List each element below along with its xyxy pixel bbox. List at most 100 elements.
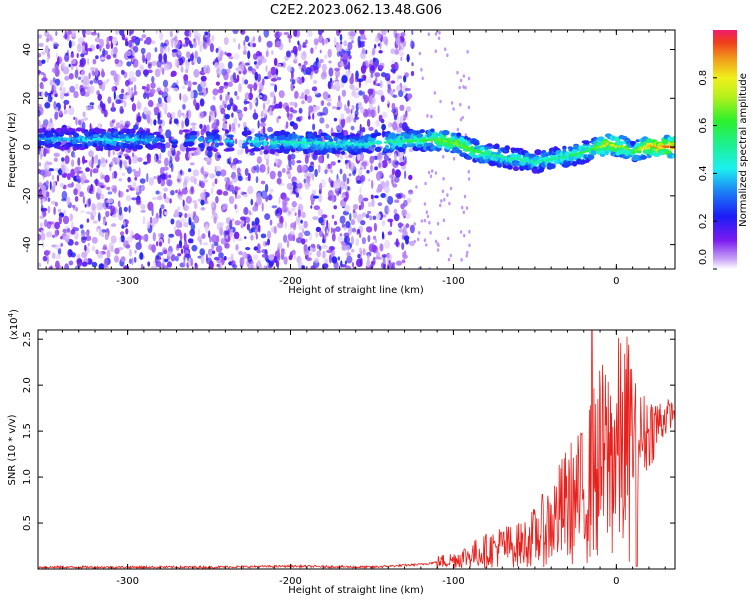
noise-blob <box>446 193 449 197</box>
noise-blob <box>289 153 296 160</box>
ridge-blob <box>254 133 262 138</box>
noise-blob <box>362 248 366 256</box>
noise-blob <box>295 187 301 193</box>
noise-blob <box>165 129 172 139</box>
noise-blob <box>98 263 105 269</box>
noise-blob <box>157 195 163 201</box>
noise-blob <box>60 242 63 247</box>
noise-blob <box>123 160 127 168</box>
noise-blob <box>308 115 311 120</box>
noise-blob <box>168 174 172 179</box>
ridge-blob <box>333 136 338 142</box>
noise-blob <box>157 175 162 184</box>
noise-blob <box>458 85 461 90</box>
ridge-blob <box>337 147 343 151</box>
noise-blob <box>466 250 469 255</box>
noise-blob <box>140 184 145 192</box>
noise-blob <box>294 90 299 99</box>
noise-blob <box>303 178 306 184</box>
noise-blob <box>168 233 175 238</box>
noise-blob <box>441 189 445 194</box>
noise-blob <box>267 165 270 174</box>
noise-blob <box>369 215 373 221</box>
noise-blob <box>189 150 195 154</box>
ridge-blob <box>431 145 436 150</box>
noise-blob <box>113 170 118 179</box>
noise-blob <box>466 50 469 54</box>
noise-blob <box>190 90 194 100</box>
noise-blob <box>153 106 160 114</box>
noise-blob <box>387 231 393 236</box>
noise-blob <box>385 193 388 202</box>
noise-blob <box>170 190 175 196</box>
noise-blob <box>263 265 267 269</box>
noise-blob <box>244 236 247 240</box>
noise-blob <box>345 182 348 190</box>
noise-blob <box>357 35 361 45</box>
snr-marks <box>38 330 675 569</box>
noise-blob <box>97 159 101 167</box>
noise-blob <box>303 244 308 252</box>
noise-blob <box>45 191 50 198</box>
noise-blob <box>125 80 130 87</box>
noise-blob <box>211 234 218 243</box>
noise-blob <box>342 52 349 60</box>
noise-blob <box>63 103 66 111</box>
noise-blob <box>231 218 235 222</box>
noise-blob <box>131 257 134 266</box>
noise-blob <box>82 155 85 165</box>
noise-blob <box>327 48 332 58</box>
noise-blob <box>305 39 308 45</box>
y-tick-label: 0.5 <box>22 515 33 531</box>
noise-blob <box>243 194 248 198</box>
noise-blob <box>339 186 342 195</box>
ridge-blob <box>189 130 198 136</box>
noise-blob <box>339 168 343 175</box>
noise-blob <box>278 115 281 120</box>
noise-blob <box>120 256 126 263</box>
noise-blob <box>183 232 187 242</box>
noise-blob <box>276 63 282 68</box>
noise-blob <box>220 238 225 245</box>
noise-blob <box>293 55 298 62</box>
noise-blob <box>388 260 391 264</box>
noise-blob <box>275 68 279 76</box>
noise-blob <box>159 152 162 160</box>
noise-blob <box>128 205 131 214</box>
x-tick-label: 0 <box>613 276 619 287</box>
noise-blob <box>447 236 450 241</box>
noise-blob <box>121 172 126 176</box>
noise-blob <box>283 31 290 36</box>
noise-blob <box>270 66 276 76</box>
noise-blob <box>75 117 78 126</box>
noise-blob <box>230 253 234 261</box>
noise-blob <box>179 194 183 201</box>
noise-blob <box>318 30 323 36</box>
noise-blob <box>61 62 66 69</box>
noise-blob <box>38 103 43 108</box>
noise-blob <box>346 177 350 185</box>
noise-blob <box>213 256 220 261</box>
noise-blob <box>394 169 401 178</box>
noise-blob <box>286 50 291 58</box>
noise-blob <box>380 243 384 252</box>
noise-blob <box>206 36 211 46</box>
noise-blob <box>357 78 364 83</box>
noise-blob <box>150 82 156 89</box>
ridge-core <box>161 138 165 142</box>
noise-blob <box>399 115 404 120</box>
noise-blob <box>217 88 224 94</box>
noise-blob <box>370 73 374 78</box>
noise-blob <box>38 162 42 167</box>
noise-blob <box>238 64 245 72</box>
noise-blob <box>91 236 98 244</box>
noise-blob <box>340 260 343 268</box>
noise-blob <box>112 171 115 180</box>
ridge-blob <box>291 133 299 140</box>
noise-blob <box>41 90 44 99</box>
noise-blob <box>154 68 161 78</box>
noise-blob <box>85 235 92 242</box>
noise-blob <box>468 229 471 234</box>
noise-blob <box>411 62 414 67</box>
noise-blob <box>450 101 454 105</box>
